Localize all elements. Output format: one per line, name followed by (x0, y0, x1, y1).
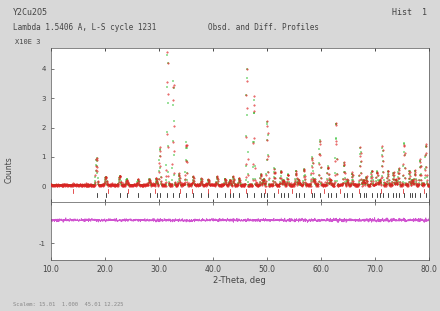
Text: Counts: Counts (4, 156, 13, 183)
Text: Obsd. and Diff. Profiles: Obsd. and Diff. Profiles (209, 23, 319, 32)
Text: Y2Cu2O5: Y2Cu2O5 (13, 8, 48, 17)
Text: Hist  1: Hist 1 (392, 8, 427, 17)
X-axis label: 2-Theta, deg: 2-Theta, deg (213, 276, 266, 285)
Text: X10E 3: X10E 3 (15, 39, 40, 45)
Text: Lambda 1.5406 A, L-S cycle 1231: Lambda 1.5406 A, L-S cycle 1231 (13, 23, 157, 32)
Text: Scalem: 15.01  1.000  45.01 12.225: Scalem: 15.01 1.000 45.01 12.225 (13, 302, 124, 307)
